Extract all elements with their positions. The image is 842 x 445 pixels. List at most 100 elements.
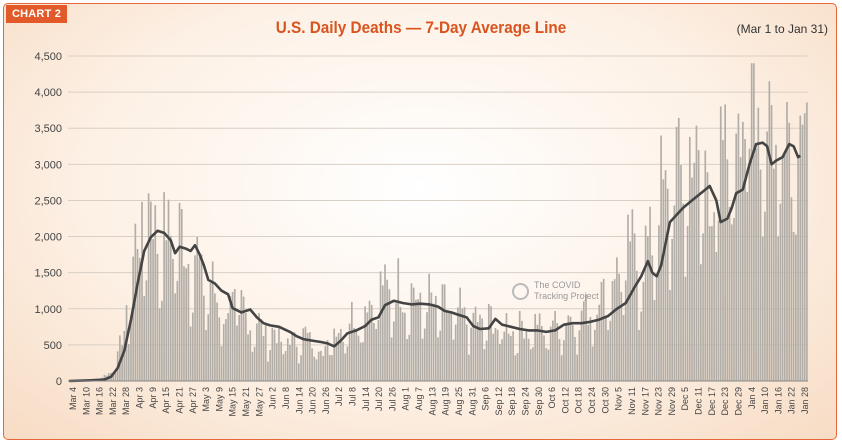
daily-bar [757, 107, 760, 381]
daily-bar [244, 312, 247, 381]
daily-bar [538, 313, 541, 381]
daily-bar [156, 253, 159, 381]
watermark-line1: The COVID [534, 280, 581, 290]
daily-bar [607, 330, 609, 381]
daily-bar [127, 344, 130, 381]
daily-bar [724, 104, 726, 382]
daily-bar [395, 303, 397, 381]
daily-bar [415, 299, 417, 381]
daily-bar [675, 126, 678, 381]
daily-bar [596, 314, 598, 381]
daily-bar [658, 225, 660, 381]
daily-bar [702, 233, 704, 381]
daily-bar [362, 342, 364, 381]
daily-bar [463, 307, 466, 381]
daily-bar [733, 217, 735, 381]
daily-bar [600, 281, 603, 381]
daily-bar [461, 308, 464, 381]
daily-bar [410, 283, 413, 381]
daily-bar [624, 280, 627, 381]
daily-bar [673, 205, 676, 381]
x-tick-label: Nov 29 [667, 387, 677, 416]
daily-bar [801, 124, 804, 381]
x-tick-label: Apr 15 [161, 387, 171, 414]
daily-bar [432, 303, 435, 381]
daily-bar [706, 172, 709, 381]
x-tick-label: Nov 11 [627, 387, 637, 415]
x-tick-label: Nov 17 [640, 387, 650, 416]
daily-bar [768, 81, 771, 382]
daily-bar [328, 355, 331, 381]
daily-bar [302, 328, 305, 381]
watermark-text: The COVID Tracking Project [534, 280, 599, 302]
daily-bar [194, 255, 196, 381]
daily-bar [783, 154, 786, 381]
daily-bar [313, 356, 316, 381]
daily-bar [401, 312, 404, 381]
daily-bar [421, 338, 424, 381]
daily-bar [348, 323, 351, 381]
daily-bar [642, 281, 645, 381]
daily-bar [441, 284, 444, 381]
daily-bar [423, 328, 426, 381]
daily-bar [465, 324, 468, 381]
daily-bar [284, 351, 287, 381]
daily-bar [158, 308, 161, 381]
daily-bar [799, 115, 802, 382]
daily-bar [150, 201, 152, 381]
x-tick-label: Jan 4 [747, 387, 757, 409]
daily-bar [803, 113, 806, 382]
y-tick-label: 4,000 [34, 87, 62, 99]
daily-bar [770, 104, 773, 381]
daily-bar [295, 346, 298, 381]
daily-bar [662, 179, 665, 381]
daily-bar [426, 312, 428, 381]
daily-bar [543, 335, 545, 381]
daily-bar [271, 327, 274, 381]
daily-bar [152, 239, 154, 381]
daily-bar [260, 319, 263, 381]
daily-bar [487, 303, 490, 381]
daily-bar [342, 341, 344, 381]
daily-bar [253, 346, 256, 381]
daily-bar [697, 150, 700, 381]
daily-bar [576, 354, 578, 381]
x-tick-label: Jun 2 [268, 387, 278, 409]
daily-bar [344, 353, 347, 381]
daily-bar [660, 135, 662, 381]
daily-bar [205, 329, 207, 381]
x-tick-label: Oct 18 [574, 387, 584, 414]
x-tick-label: Apr 21 [175, 387, 185, 414]
daily-bar [240, 290, 243, 381]
daily-bar [618, 273, 620, 381]
daily-bar [324, 346, 327, 381]
daily-bar [322, 356, 324, 381]
daily-bar [521, 320, 523, 381]
daily-bar [569, 316, 572, 381]
daily-bar [439, 330, 442, 381]
daily-bar [755, 148, 757, 381]
daily-bar [764, 211, 766, 381]
daily-bar [797, 156, 799, 381]
daily-bar [198, 257, 201, 381]
x-tick-label: Oct 30 [600, 387, 610, 414]
x-tick-label: Oct 24 [587, 387, 597, 414]
daily-bar [554, 310, 556, 381]
daily-bar [404, 312, 406, 381]
x-tick-label: May 9 [214, 387, 224, 412]
daily-bar [744, 138, 746, 381]
x-tick-label: Jul 14 [361, 387, 371, 411]
daily-bar [786, 102, 788, 381]
daily-bar [622, 315, 625, 381]
x-tick-label: Mar 4 [68, 387, 78, 410]
daily-bar [589, 316, 592, 381]
daily-bar [437, 337, 439, 381]
daily-bar [143, 295, 146, 381]
daily-bar [154, 205, 157, 381]
daily-bar [605, 317, 607, 381]
daily-bar [167, 199, 170, 381]
daily-bar [326, 340, 329, 381]
daily-bar [136, 249, 139, 381]
x-tick-label: Apr 3 [135, 387, 145, 409]
